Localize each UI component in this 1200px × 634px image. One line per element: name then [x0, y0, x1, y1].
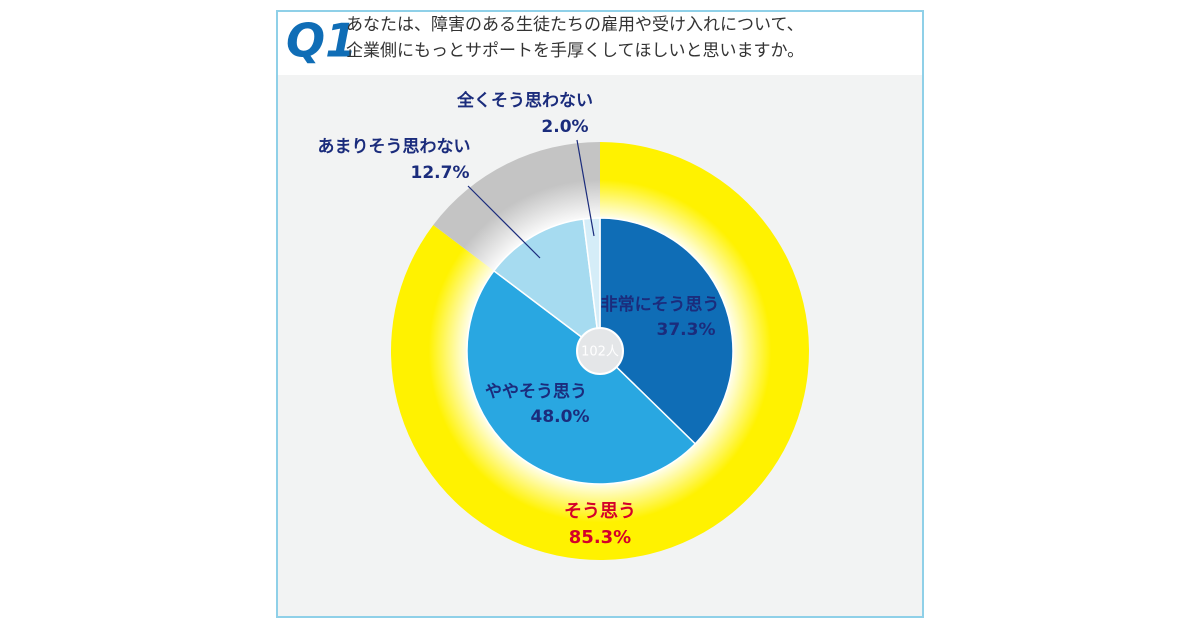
pie-slice	[582, 217, 601, 352]
category-label: 全くそう思わない	[456, 90, 593, 111]
pie-slice	[492, 218, 601, 353]
outer-segment	[391, 142, 809, 560]
value-label: 2.0%	[541, 117, 588, 137]
outer-value-label: 85.3%	[569, 527, 631, 548]
title-line: あなたは、障害のある生徒たちの雇用や受け入れについて、	[346, 15, 804, 35]
value-label: 37.3%	[657, 320, 716, 340]
value-label: 48.0%	[531, 407, 590, 427]
leader-line	[576, 139, 595, 237]
pie-slice	[599, 217, 734, 445]
question-number: Q1	[286, 14, 357, 68]
title-line: 企業側にもっとサポートを手厚くしてほしいと思いますか。	[346, 41, 804, 61]
center-circle	[576, 327, 624, 375]
category-label: ややそう思う	[485, 382, 587, 402]
center-label: 102人	[581, 345, 619, 360]
value-label: 12.7%	[411, 163, 470, 183]
category-label: あまりそう思わない	[318, 137, 471, 157]
leader-line	[467, 185, 541, 259]
outer-segment	[433, 142, 600, 271]
outer-category-label: そう思う	[564, 501, 636, 522]
pie-slice	[466, 269, 697, 485]
category-label: 非常にそう思う	[601, 294, 720, 315]
